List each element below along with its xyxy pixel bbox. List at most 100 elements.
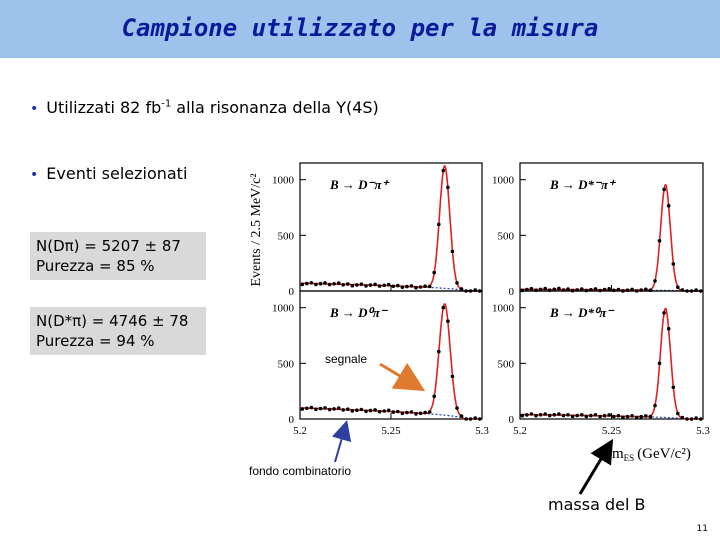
data-point [630, 414, 634, 418]
data-point [468, 417, 473, 421]
data-point [657, 361, 662, 366]
data-point [418, 411, 423, 416]
panel-3: B → D⁰π⁻ [299, 290, 483, 421]
y-tick-label: 500 [278, 230, 295, 242]
x-axis-label: mES (GeV/c²) [612, 446, 691, 463]
data-point [341, 283, 346, 287]
data-point [570, 414, 575, 419]
y-tick-label: 0 [289, 286, 295, 298]
x-tick-label: 5.2 [513, 425, 527, 437]
data-point [634, 415, 639, 420]
bullet-luminosity: • Utilizzati 82 fb-1 alla risonanza della… [30, 98, 379, 117]
bullet-luminosity-tail: alla risonanza della Υ(4S) [171, 98, 379, 117]
data-point [427, 410, 432, 414]
data-point [386, 282, 391, 287]
data-point [538, 287, 543, 292]
data-point [657, 239, 662, 243]
x-tick-label: 5.25 [602, 425, 622, 437]
data-point [409, 284, 414, 288]
data-point [552, 287, 557, 292]
data-point [373, 408, 377, 412]
data-point [538, 413, 543, 417]
data-point [309, 281, 314, 285]
data-point [391, 410, 396, 414]
annotation-mass: massa del B [548, 495, 646, 514]
data-point [630, 287, 634, 292]
fit-curve [300, 165, 482, 292]
title-bar [0, 0, 720, 58]
data-point [662, 311, 666, 315]
data-point [368, 408, 373, 413]
data-point [612, 414, 616, 419]
box-dpi-purity: Purezza = 85 % [36, 257, 155, 275]
data-point [689, 417, 694, 421]
y-tick-label: 500 [498, 358, 515, 370]
panel-1: B → D⁻π⁺ [299, 162, 483, 293]
data-point [396, 409, 400, 414]
data-point [305, 406, 309, 411]
data-point [377, 284, 382, 288]
data-point [607, 413, 611, 417]
panel-label: B → D*⁻π⁺ [549, 177, 617, 192]
data-point [332, 407, 336, 411]
data-point [346, 407, 350, 412]
data-point [525, 413, 529, 417]
data-point [680, 415, 685, 420]
data-point [653, 403, 657, 408]
panel-label: B → D⁻π⁺ [329, 177, 391, 192]
data-point [418, 285, 423, 289]
background-curve [300, 407, 482, 420]
data-point [341, 408, 346, 412]
data-point [529, 286, 534, 291]
y-tick-label: 500 [498, 230, 515, 242]
data-point [584, 414, 589, 419]
data-point [400, 285, 405, 290]
bullet-dot: • [30, 101, 39, 117]
data-point [589, 413, 593, 418]
data-point [318, 406, 323, 411]
data-point [309, 405, 314, 410]
page-number: 11 [696, 524, 708, 534]
data-point [432, 270, 437, 275]
data-point [464, 417, 468, 421]
data-point [427, 284, 432, 289]
data-point [350, 283, 355, 288]
bullet-dot: • [30, 167, 39, 183]
data-point [459, 414, 464, 418]
data-point [405, 284, 409, 289]
data-point [405, 410, 409, 415]
x-tick-label: 5.2 [293, 425, 307, 437]
tick-labels: 0 500 1000 0 500 1000 0 500 1000 5.2 5.25 5.3 0 500 10… [272, 175, 710, 437]
data-point [557, 286, 561, 291]
data-point [666, 203, 671, 208]
data-point [355, 408, 359, 413]
fit-curve [520, 184, 703, 292]
data-point [557, 412, 561, 416]
data-point [386, 408, 391, 413]
y-tick-label: 1000 [272, 303, 295, 315]
data-point [423, 410, 427, 415]
data-point [318, 281, 323, 286]
data-point [314, 282, 318, 287]
data-point [314, 407, 318, 412]
data-point [327, 282, 332, 287]
data-point [305, 281, 309, 286]
data-point [607, 287, 611, 291]
data-point [639, 414, 643, 419]
data-point [473, 416, 478, 420]
data-point [662, 187, 666, 192]
data-point [336, 281, 341, 285]
x-tick-label: 5.25 [381, 425, 401, 437]
data-point [580, 413, 584, 417]
x-tick-label: 5.3 [696, 425, 710, 437]
data-point [355, 283, 359, 287]
data-point [350, 409, 355, 413]
panel-2: B → D*⁻π⁺ [519, 162, 704, 293]
data-point [694, 416, 698, 420]
data-point [377, 409, 382, 414]
data-point [621, 415, 625, 420]
data-point [543, 412, 547, 416]
data-point [616, 413, 621, 418]
bullet-luminosity-sup: -1 [161, 98, 172, 110]
data-point [543, 286, 547, 291]
